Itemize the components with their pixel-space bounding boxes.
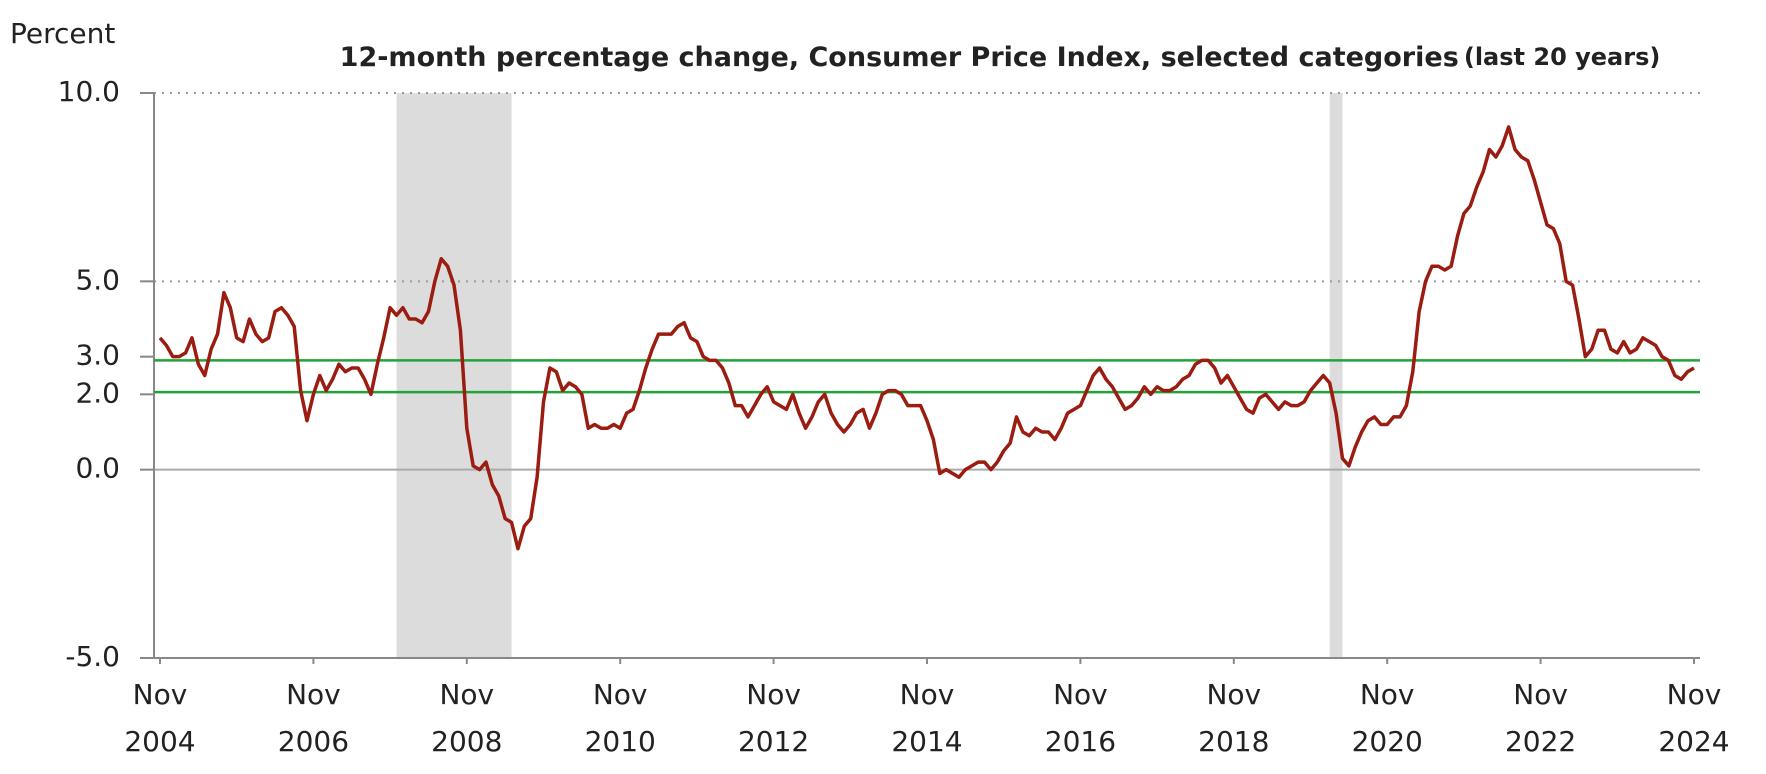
- y-tick-label: -5.0: [65, 640, 120, 673]
- x-tick-label: Nov: [1053, 678, 1108, 711]
- x-tick-label: Nov: [1206, 678, 1261, 711]
- x-tick-label: 2004: [124, 725, 195, 758]
- title-main: 12-month percentage change, Consumer Pri…: [340, 42, 1459, 73]
- cpi-line: [158, 125, 1695, 551]
- x-tick-label: Nov: [900, 678, 955, 711]
- x-tick-label: Nov: [593, 678, 648, 711]
- x-tick-label: 2008: [431, 725, 502, 758]
- x-tick-label: Nov: [1513, 678, 1568, 711]
- x-tick-label: Nov: [1360, 678, 1415, 711]
- x-tick-label: 2016: [1045, 725, 1116, 758]
- x-tick-label: 2018: [1198, 725, 1269, 758]
- x-tick-label: Nov: [746, 678, 801, 711]
- chart-title: 12-month percentage change, Consumer Pri…: [340, 42, 1661, 73]
- x-tick-label: Nov: [133, 678, 188, 711]
- x-tick-label: 2020: [1352, 725, 1423, 758]
- title-note: (last 20 years): [1464, 43, 1660, 71]
- y-tick-label: 10.0: [58, 75, 120, 108]
- x-tick-label: Nov: [286, 678, 341, 711]
- y-tick-label: 2.0: [75, 376, 120, 409]
- x-tick-label: 2022: [1505, 725, 1576, 758]
- x-tick-label: Nov: [1667, 678, 1722, 711]
- y-tick-label: 0.0: [75, 452, 120, 485]
- x-tick-label: 2024: [1658, 725, 1729, 758]
- y-tick-label: 3.0: [75, 339, 120, 372]
- x-tick-label: 2010: [585, 725, 656, 758]
- shaded-period: [396, 93, 512, 658]
- x-tick-label: 2012: [738, 725, 809, 758]
- x-tick-label: 2014: [891, 725, 962, 758]
- x-tick-label: 2006: [278, 725, 349, 758]
- shaded-period: [1329, 93, 1343, 658]
- y-tick-label: 5.0: [75, 263, 120, 296]
- x-tick-label: Nov: [439, 678, 494, 711]
- y-axis-label: Percent: [10, 17, 115, 50]
